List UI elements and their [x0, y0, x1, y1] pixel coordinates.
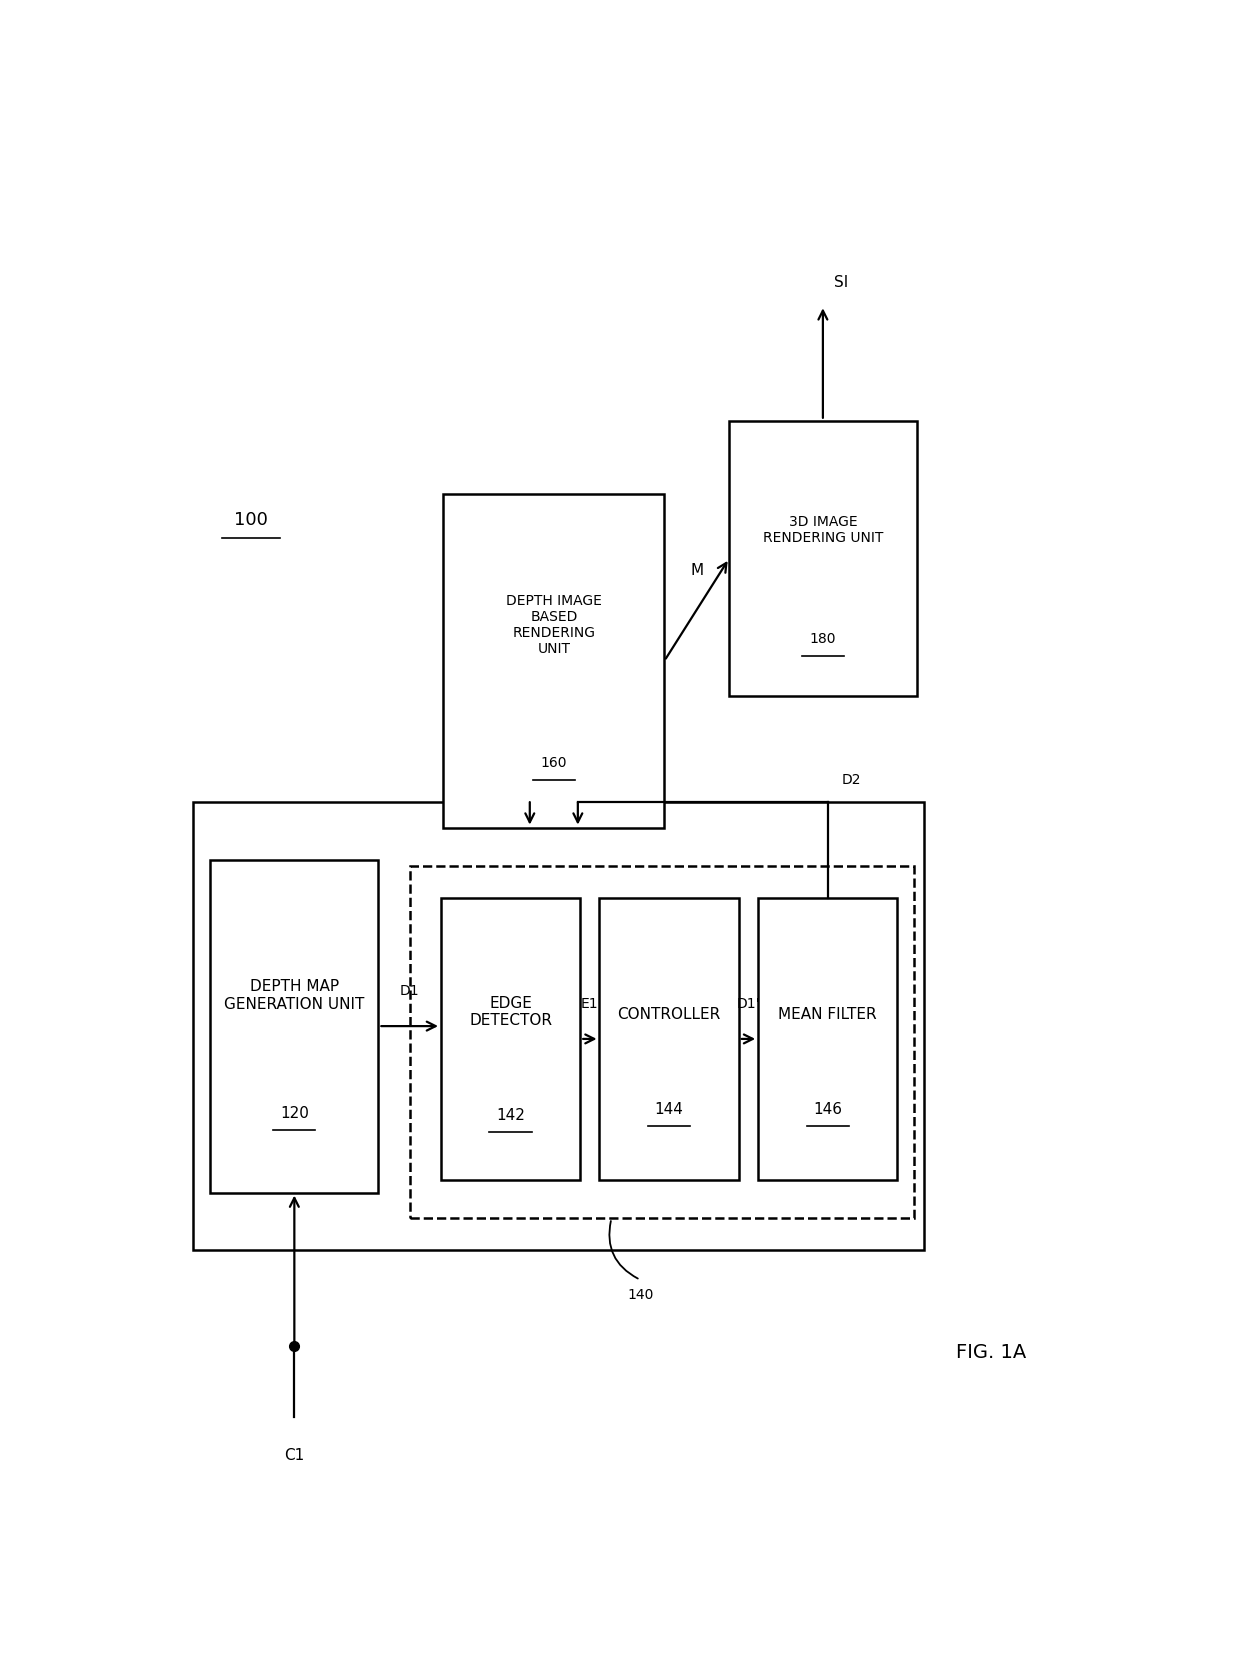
- Text: 142: 142: [496, 1108, 525, 1123]
- Text: 160: 160: [541, 757, 567, 770]
- Text: D2: D2: [842, 772, 862, 787]
- Text: 120: 120: [280, 1107, 309, 1122]
- Text: C1: C1: [284, 1448, 305, 1463]
- Text: 146: 146: [813, 1102, 842, 1117]
- Text: CONTROLLER: CONTROLLER: [618, 1007, 720, 1022]
- Text: 100: 100: [234, 511, 268, 529]
- Text: D1': D1': [737, 997, 760, 1010]
- Text: 144: 144: [655, 1102, 683, 1117]
- Bar: [441, 899, 580, 1180]
- Text: 180: 180: [810, 632, 836, 646]
- Text: 3D IMAGE
RENDERING UNIT: 3D IMAGE RENDERING UNIT: [763, 516, 883, 546]
- Bar: [729, 421, 916, 696]
- Bar: [193, 802, 924, 1250]
- Text: E1: E1: [582, 997, 599, 1010]
- Text: FIG. 1A: FIG. 1A: [956, 1343, 1027, 1363]
- Text: D1: D1: [399, 983, 419, 998]
- Text: M: M: [691, 562, 703, 577]
- Text: SI: SI: [835, 275, 848, 290]
- Text: MEAN FILTER: MEAN FILTER: [779, 1007, 877, 1022]
- Bar: [444, 494, 665, 827]
- Bar: [409, 865, 914, 1218]
- Text: 140: 140: [627, 1288, 653, 1303]
- Bar: [758, 899, 898, 1180]
- Bar: [211, 860, 378, 1193]
- Text: EDGE
DETECTOR: EDGE DETECTOR: [469, 995, 552, 1028]
- Bar: [599, 899, 739, 1180]
- Text: DEPTH MAP
GENERATION UNIT: DEPTH MAP GENERATION UNIT: [224, 980, 365, 1012]
- Text: DEPTH IMAGE
BASED
RENDERING
UNIT: DEPTH IMAGE BASED RENDERING UNIT: [506, 594, 601, 656]
